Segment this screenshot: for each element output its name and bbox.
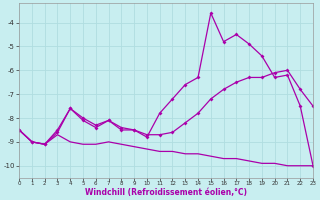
- X-axis label: Windchill (Refroidissement éolien,°C): Windchill (Refroidissement éolien,°C): [85, 188, 247, 197]
